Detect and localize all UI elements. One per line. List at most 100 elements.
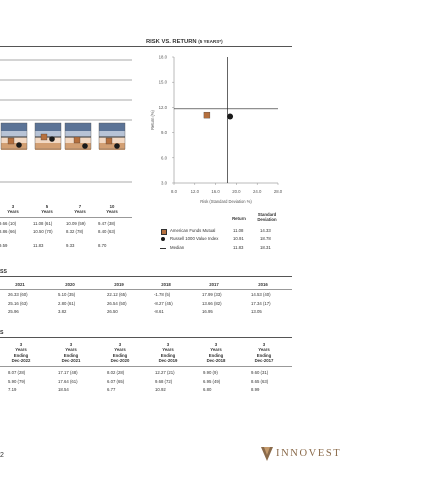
- header-line: Years: [41, 209, 53, 215]
- index-marker: [49, 136, 55, 142]
- header-line: Deviation: [257, 217, 277, 223]
- fund-marker: [105, 137, 113, 145]
- percentile-band-bottom: [35, 143, 61, 150]
- header-line: Years: [15, 347, 27, 353]
- calendar-cell: 14.53 (40): [251, 292, 271, 297]
- y-axis-label: Return (%): [150, 109, 155, 129]
- x-tick-label: 8.0: [171, 189, 178, 194]
- header-line: Years: [258, 347, 270, 353]
- scatter-point-index: [227, 113, 234, 120]
- percentile-band-bottom: [65, 143, 91, 150]
- calendar-cell: 16.95: [202, 309, 213, 314]
- percentile-band-lower: [35, 137, 61, 143]
- percentile-bar-outline: [0, 122, 28, 150]
- header-line: 3: [11, 204, 15, 209]
- rolling-cell: 5.90 (79): [8, 379, 26, 384]
- header-line: Years: [106, 209, 118, 215]
- header-line: Ending: [256, 352, 272, 358]
- trailing-cell: 11.83: [33, 243, 44, 248]
- legend-sd-header: Standard Deviation: [254, 212, 280, 223]
- legend-return-header: Return: [232, 216, 246, 221]
- rolling-cell: 6.80: [203, 387, 212, 392]
- y-tick-label: 3.0: [161, 181, 168, 186]
- header-line: 3: [262, 342, 266, 347]
- calendar-cell: 17.99 (33): [202, 292, 222, 297]
- y-tick-label: 6.0: [161, 155, 168, 160]
- rolling-cell: 9.90 (9): [203, 370, 218, 375]
- calendar-cell: 13.66 (82): [202, 301, 222, 306]
- percentile-band-bottom: [1, 143, 27, 150]
- calendar-cell: -8.61: [154, 309, 164, 314]
- trailing-col-header: 7 Years: [66, 204, 94, 215]
- legend-series-name: Russell 1000 Value Index: [170, 236, 219, 241]
- percentile-bar-outline: [64, 122, 92, 150]
- percentile-bar-outline: [34, 122, 62, 150]
- index-marker: [16, 142, 22, 148]
- calendar-cell: 2.80 (61): [58, 301, 76, 306]
- header-line: Dec-2020: [110, 358, 130, 364]
- header-line: Dec-2021: [61, 358, 81, 364]
- percentile-band-top: [35, 123, 61, 131]
- percentile-bar: [0, 122, 28, 150]
- trailing-cell: 8.32 (78): [66, 229, 84, 234]
- percentile-band-upper: [65, 131, 91, 137]
- percentile-band-top: [1, 123, 27, 131]
- trailing-cell: 9.66 (10): [0, 221, 17, 226]
- trailing-col-header: 3 Years: [0, 204, 27, 215]
- risk-return-title: RISK VS. RETURN (5 YEARS*): [146, 39, 223, 45]
- percentile-bar-chart: [0, 59, 132, 183]
- calendar-col-header: 2019: [114, 282, 124, 287]
- calendar-cell: 25.96: [8, 309, 19, 314]
- percentile-band-upper: [35, 131, 61, 137]
- percentile-bar: [64, 122, 92, 150]
- rolling-cell: 9.68 (72): [155, 379, 173, 384]
- trailing-header-rule: [0, 217, 132, 218]
- calendar-cell: 26.33 (60): [8, 292, 28, 297]
- header-line: 3: [19, 342, 23, 347]
- legend-series-name: American Funds Mutual: [170, 228, 216, 233]
- header-line: 3: [214, 342, 218, 347]
- rolling-cell: 10.92: [155, 387, 166, 392]
- trailing-cell: 11.08 (61): [33, 221, 53, 226]
- calendar-cell: 26.54 (50): [107, 301, 127, 306]
- calendar-section-rule: [0, 276, 292, 277]
- header-line: Years: [65, 347, 77, 353]
- index-marker: [82, 143, 88, 149]
- header-line: 10: [109, 204, 115, 209]
- legend-series-name: Median: [170, 245, 185, 250]
- trailing-cell: 9.33: [66, 243, 75, 248]
- rolling-cell: 9.60 (31): [251, 370, 269, 375]
- calendar-cell: -1.78 (5): [154, 292, 171, 297]
- rolling-cell: 8.99: [251, 387, 260, 392]
- calendar-col-header: 2021: [15, 282, 25, 287]
- rolling-cell: 12.27 (21): [155, 370, 175, 375]
- percentile-band-top: [99, 123, 125, 131]
- rolling-cell: 8.65 (63): [251, 379, 269, 384]
- calendar-header-rule: [0, 289, 292, 290]
- header-line: 3: [118, 342, 122, 347]
- header-line: Years: [114, 347, 126, 353]
- x-tick-label: 12.0: [191, 189, 200, 194]
- header-line: Ending: [112, 352, 128, 358]
- header-line: Dec-2019: [158, 358, 178, 364]
- trailing-col-header: 5 Years: [33, 204, 61, 215]
- calendar-col-header: 2018: [161, 282, 171, 287]
- fund-marker: [7, 137, 15, 145]
- header-line: Ending: [160, 352, 176, 358]
- percentile-bar-outline: [98, 122, 126, 150]
- percentile-band-upper: [1, 131, 27, 137]
- x-axis-label: Risk (Standard Deviation %): [200, 199, 252, 204]
- calendar-section-label: SS: [0, 269, 7, 275]
- rolling-cell: 7.19: [8, 387, 17, 392]
- index-marker: [114, 143, 120, 149]
- header-line: Dec-2022: [11, 358, 31, 364]
- calendar-cell: 13.05: [251, 309, 262, 314]
- calendar-cell: 17.34 (17): [251, 301, 271, 306]
- calendar-cell: 3.82: [58, 309, 67, 314]
- header-line: Ending: [63, 352, 79, 358]
- trailing-cell: 8.70: [98, 243, 107, 248]
- rolling-cell: 6.77: [107, 387, 116, 392]
- rolling-col-header: 3 Years Ending Dec-2019: [153, 342, 183, 364]
- risk-return-title-text: RISK VS. RETURN: [146, 39, 197, 45]
- y-tick-label: 18.0: [159, 55, 168, 60]
